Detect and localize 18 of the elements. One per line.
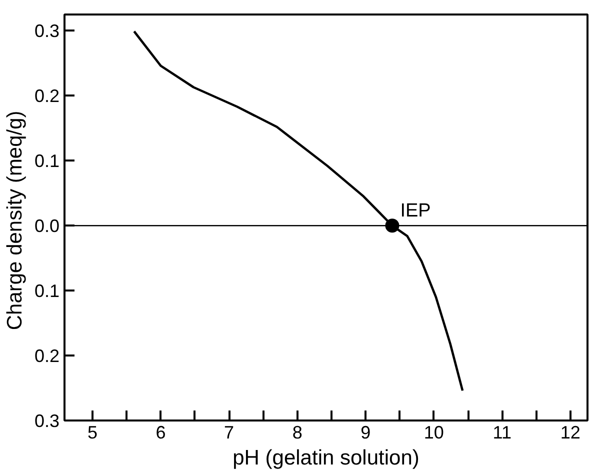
y-tick-label: 0.2 bbox=[34, 86, 60, 106]
x-tick-label: 8 bbox=[292, 422, 302, 442]
x-tick-label: 11 bbox=[492, 422, 512, 442]
y-axis-title: Charge density (meq/g) bbox=[3, 110, 26, 330]
y-tick-label: 0.3 bbox=[34, 21, 60, 42]
y-tick-label: 0.1 bbox=[34, 151, 60, 172]
y-tick-label: 0.1 bbox=[34, 281, 60, 302]
x-tick-label: 10 bbox=[424, 422, 444, 442]
x-tick-label: 5 bbox=[87, 422, 98, 442]
y-tick-label: 0.3 bbox=[34, 411, 60, 431]
x-tick-label: 12 bbox=[560, 422, 580, 442]
x-tick-label: 7 bbox=[224, 422, 234, 442]
x-tick-label: 9 bbox=[360, 422, 371, 442]
x-tick-label: 6 bbox=[156, 422, 166, 442]
annotation: IEP bbox=[400, 200, 431, 222]
x-axis-title: pH (gelatin solution) bbox=[232, 446, 420, 470]
y-tick-label: 0.0 bbox=[34, 216, 60, 236]
y-tick-label: 0.2 bbox=[34, 346, 60, 366]
